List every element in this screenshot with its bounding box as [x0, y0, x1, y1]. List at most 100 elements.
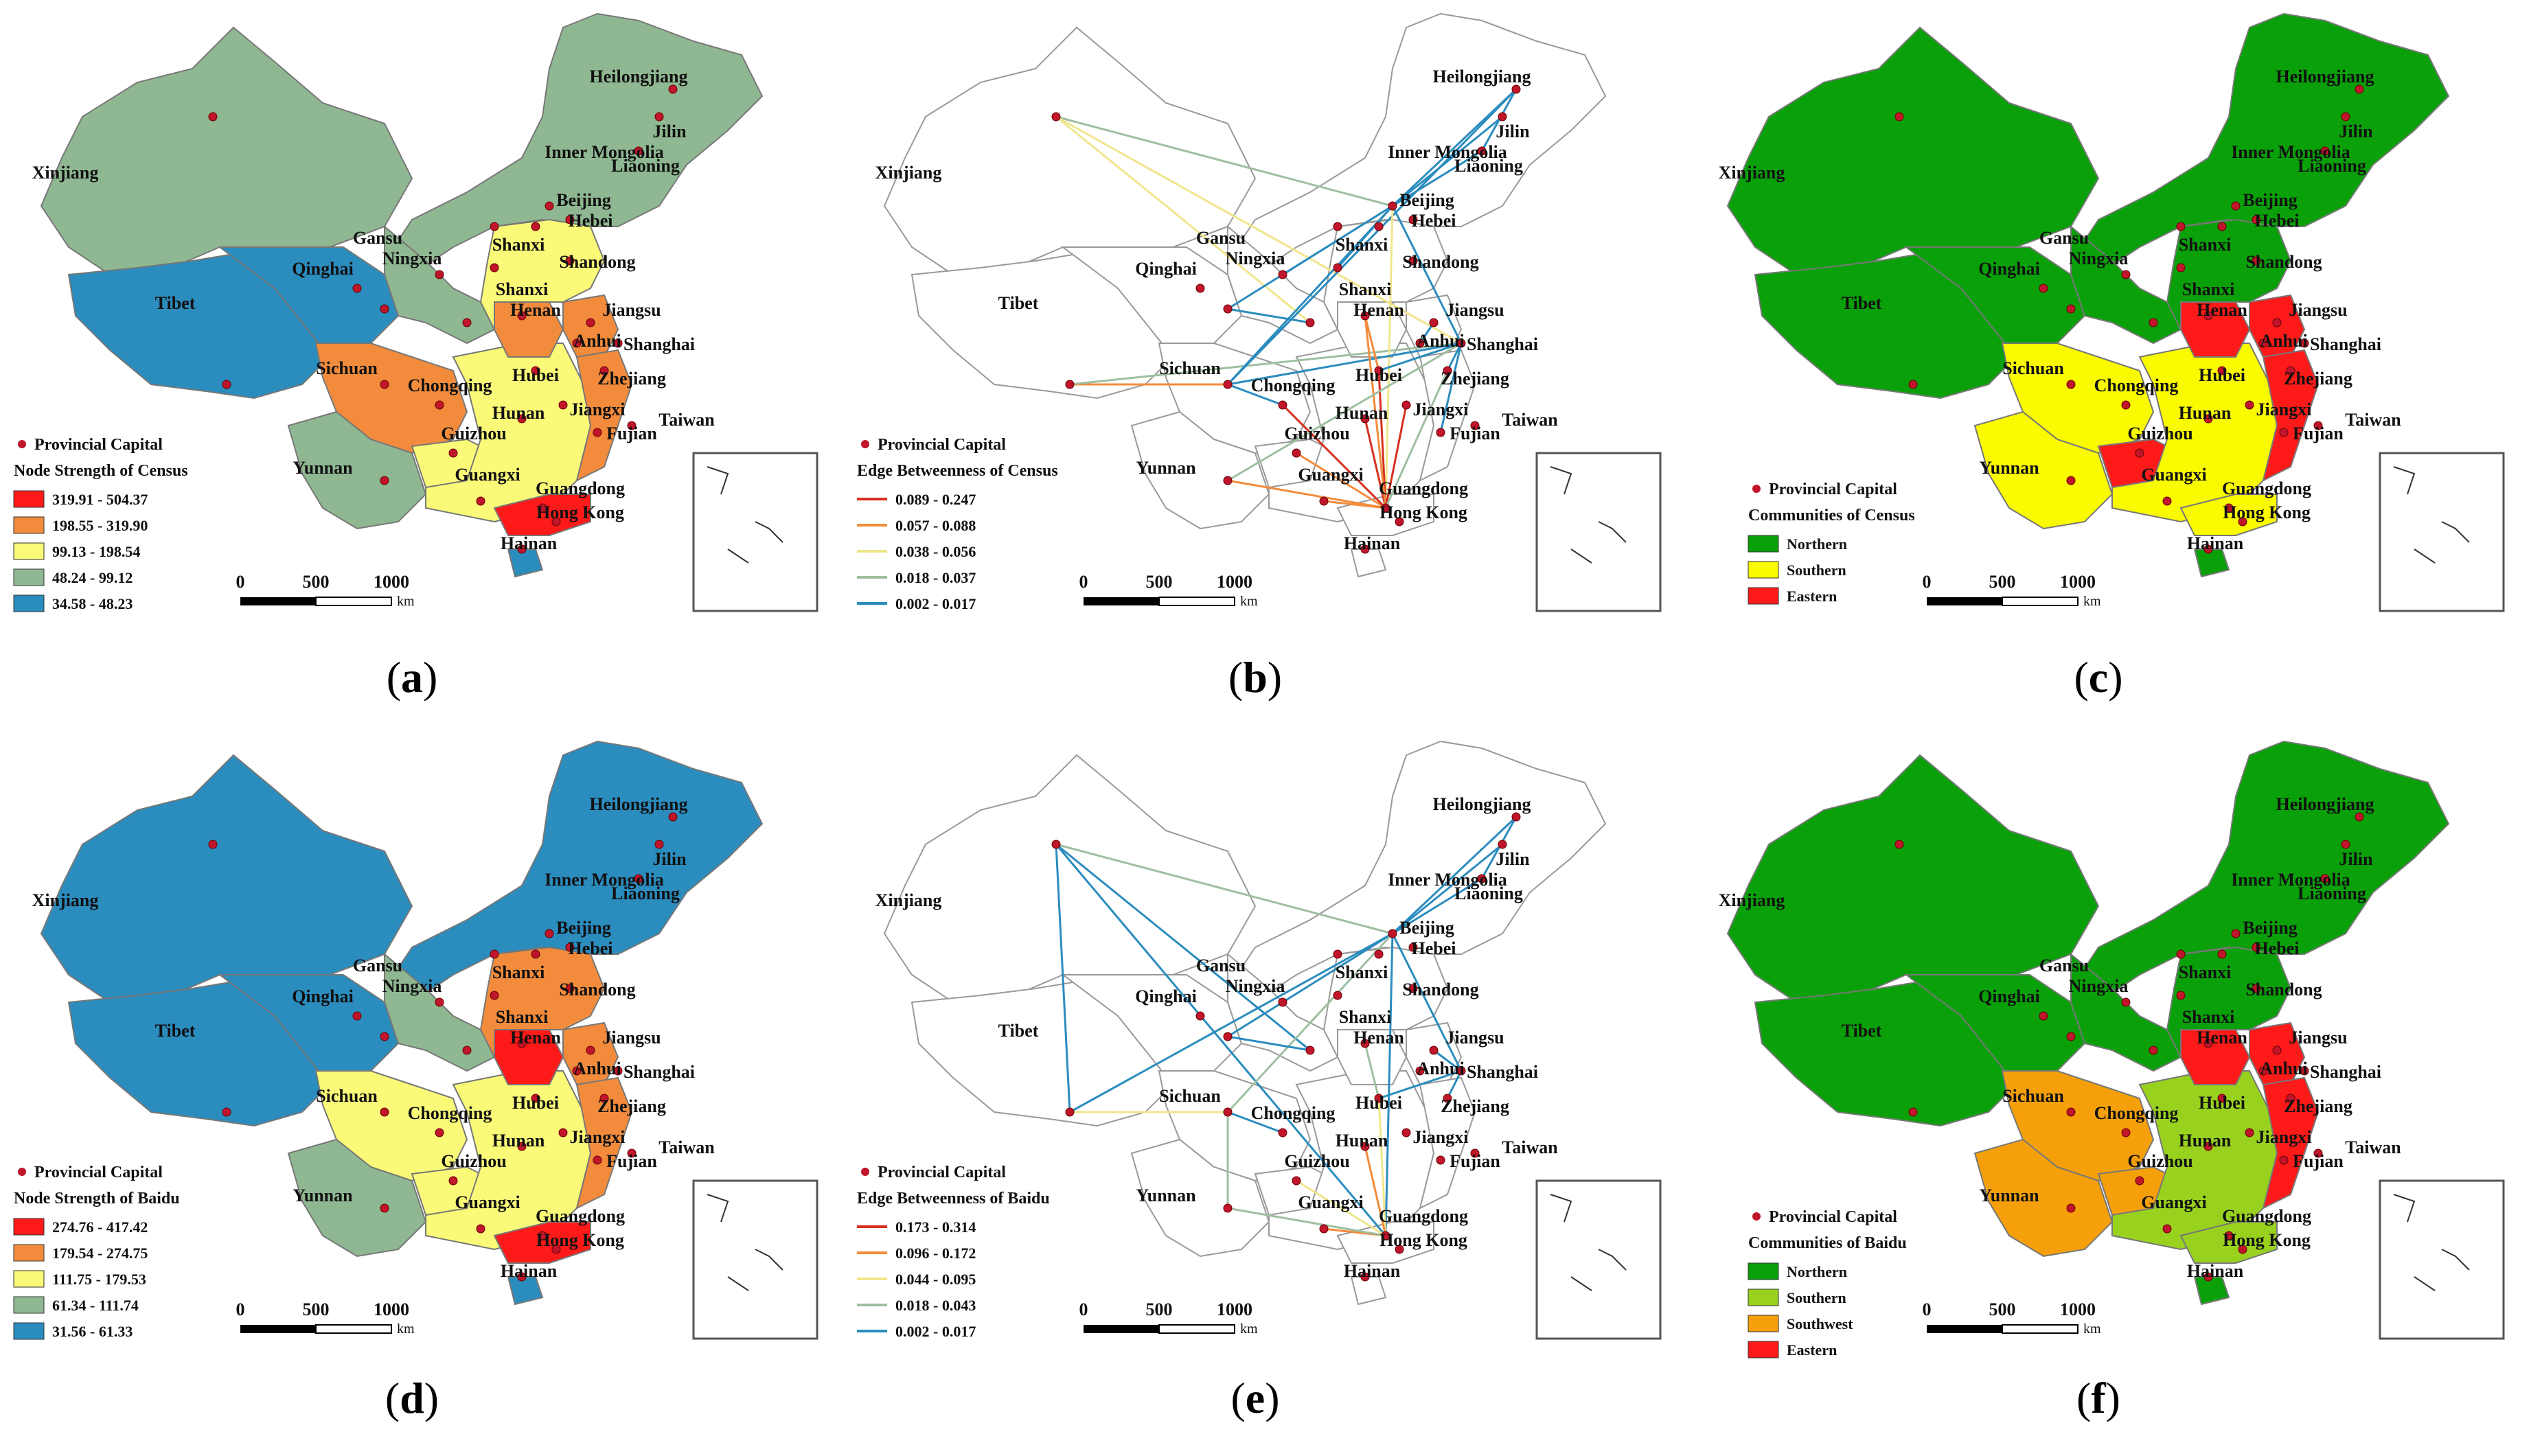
caption-paren: )	[1265, 1374, 1280, 1422]
legend-swatch	[1748, 535, 1779, 553]
capital-point	[1065, 1107, 1075, 1117]
province-label: Shandong	[559, 252, 635, 272]
edge-Changchun-Beijing	[1392, 843, 1503, 935]
province-xinjiang	[883, 26, 1257, 276]
capital-point	[2217, 366, 2227, 375]
province-label: Sichuan	[1159, 1086, 1221, 1106]
province-label: Hunan	[492, 1131, 545, 1151]
capital-point	[2258, 1066, 2268, 1076]
capital-point	[448, 1176, 458, 1186]
province-label: Liaoning	[2298, 883, 2366, 903]
capital-point	[551, 517, 561, 527]
capital-point	[1498, 840, 1507, 849]
edge-Shanghai-Hangzhou	[1446, 343, 1463, 371]
legend-swatch	[13, 490, 45, 508]
scale-tick: 500	[303, 572, 330, 592]
caption-letter: d	[400, 1374, 424, 1422]
capital-point	[565, 215, 575, 224]
capital-point	[1374, 222, 1384, 231]
capital-point	[2203, 544, 2213, 554]
legend-title: Node Strength of Census	[14, 462, 188, 480]
province-label: Hainan	[501, 1261, 558, 1281]
capital-point	[2162, 496, 2172, 506]
province-label: Gansu	[353, 956, 402, 975]
province-tibet	[911, 253, 1174, 400]
legend-label: Northern	[1787, 1263, 1847, 1280]
edge-Wuhan-Shanghai	[1378, 1070, 1462, 1100]
capital-point	[1511, 812, 1521, 822]
capital-point	[1223, 1203, 1233, 1213]
capital-point	[1908, 1107, 1918, 1117]
capital-point	[2066, 1032, 2076, 1041]
legend: Provincial Capital Edge Betweenness of Ce…	[857, 436, 1058, 612]
legend-label: Southwest	[1787, 1315, 1853, 1332]
capital-point	[634, 146, 643, 156]
edge-Shanghai-Chengdu	[1227, 342, 1462, 386]
capital-point	[1415, 1066, 1425, 1076]
province-label: Shanghai	[2310, 334, 2381, 354]
province-label: Yunnan	[1979, 1186, 2039, 1205]
capital-layer	[208, 84, 678, 554]
capital-point	[2252, 943, 2261, 952]
province-label: Guangxi	[1298, 1192, 1363, 1212]
province-xinjiang	[883, 754, 1257, 1004]
capital-point	[380, 476, 389, 485]
scale-tick: 500	[303, 1299, 330, 1319]
scale-tick: 1000	[2060, 572, 2096, 592]
legend: Provincial Capital Edge Betweenness of Ba…	[857, 1164, 1050, 1340]
capital-point	[1401, 1128, 1411, 1137]
capital-point	[2039, 284, 2048, 293]
legend-label: 0.018 - 0.037	[895, 569, 976, 586]
province-label: Yunnan	[293, 458, 353, 478]
province-label: Guizhou	[1284, 1151, 1349, 1171]
map-panel-a: Heilongjiang Jilin Inner Mongolia Liaoning X…	[0, 0, 824, 618]
province-label: Hubei	[512, 1093, 559, 1113]
edge-Beijing-Guangzhou	[1384, 933, 1394, 1236]
scale-tick: 500	[1146, 1299, 1173, 1319]
capital-point	[634, 874, 643, 883]
capital-point	[627, 1148, 637, 1158]
province-label: Sichuan	[1159, 358, 1221, 378]
capital-point	[517, 414, 527, 424]
capital-point	[599, 366, 609, 375]
capital-point	[1374, 366, 1384, 375]
scale-unit: km	[2083, 594, 2101, 609]
province-xinjiang	[1726, 754, 2100, 1004]
capital-point	[1278, 997, 1287, 1007]
legend-title: Edge Betweenness of Baidu	[857, 1190, 1050, 1207]
edge-Kunming-Shanghai	[1227, 342, 1462, 482]
province-label: Shanxi	[496, 279, 549, 299]
caption-paren: )	[1267, 653, 1283, 702]
caption-paren: )	[2108, 653, 2123, 702]
province-label: Shanxi	[1336, 235, 1388, 255]
capital-point	[2149, 318, 2158, 327]
capital-point	[1278, 270, 1287, 279]
capital-point	[2217, 949, 2227, 959]
capital-point	[2272, 1045, 2282, 1055]
province-xinjiang	[40, 26, 413, 276]
province-label: Fujian	[606, 1151, 657, 1171]
capital-point	[1319, 496, 1329, 506]
legend: Provincial Capital Communities of Census N…	[1748, 481, 1915, 605]
province-label: Taiwan	[658, 1137, 715, 1157]
capital-point	[2231, 201, 2241, 211]
scale-tick: 1000	[374, 1299, 409, 1319]
capital-point	[2203, 1142, 2213, 1151]
capital-point	[1051, 840, 1061, 849]
province-guangdong	[2179, 1221, 2278, 1264]
capital-point	[531, 949, 540, 959]
capital-point	[2203, 414, 2213, 424]
province-label: Shanxi	[492, 962, 545, 982]
panel-caption: (e)	[843, 1373, 1667, 1424]
capital-point	[1333, 949, 1342, 959]
capital-point	[2066, 304, 2076, 314]
province-label: Jilin	[652, 849, 687, 869]
province-label: Shanxi	[2182, 1007, 2235, 1027]
province-label: Taiwan	[658, 410, 715, 430]
edge-Harbin-Chengdu	[1226, 88, 1518, 386]
scale-tick: 1000	[1217, 572, 1252, 592]
province-label: Taiwan	[2345, 1137, 2401, 1157]
province-qinghai	[218, 246, 400, 358]
